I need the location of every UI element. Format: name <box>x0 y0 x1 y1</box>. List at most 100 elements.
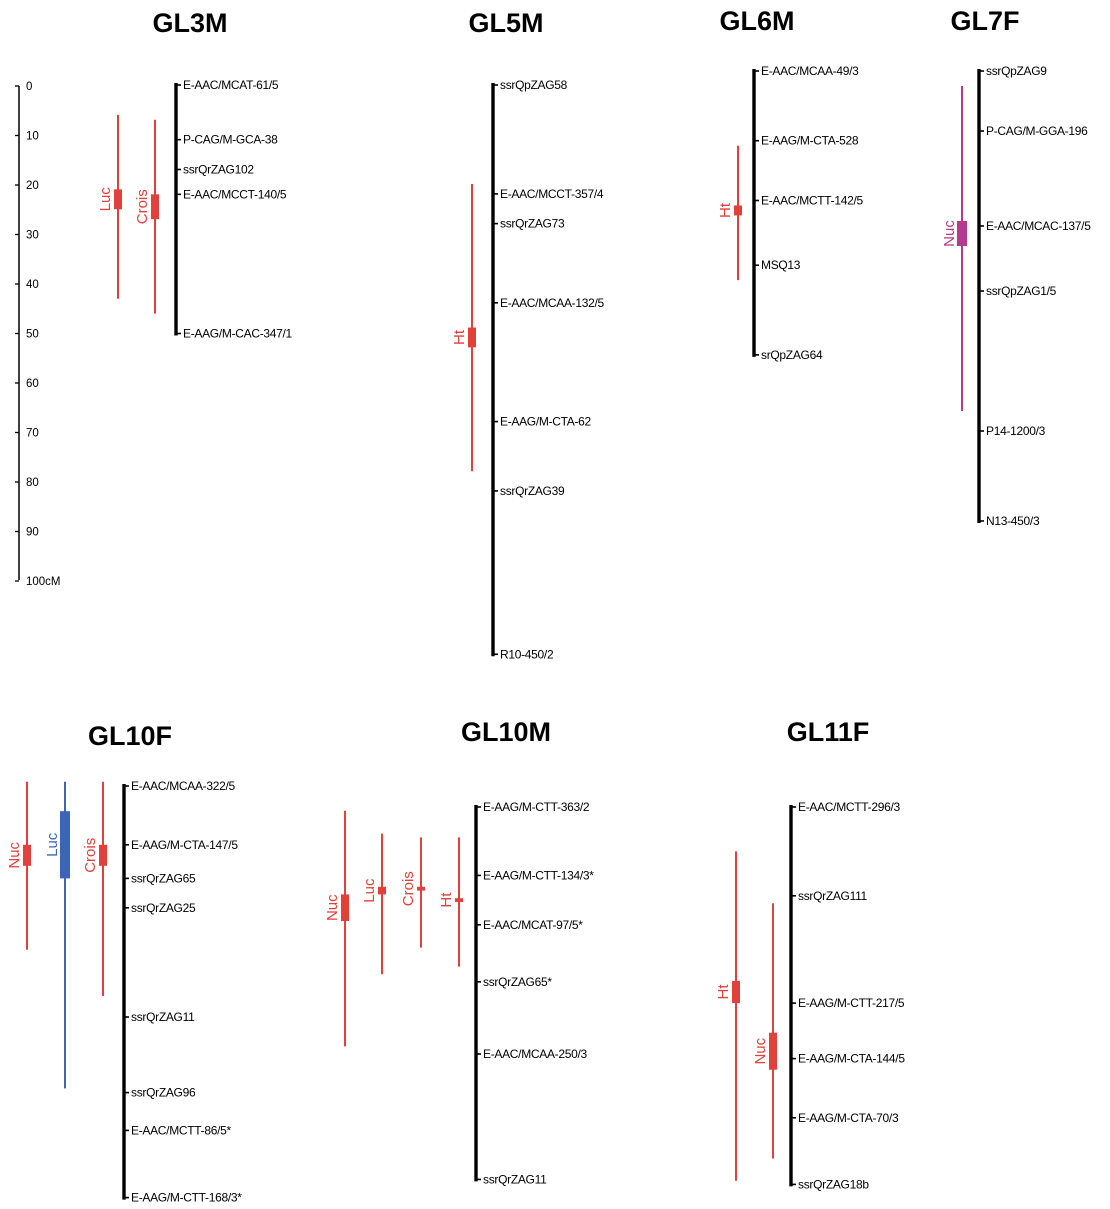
linkage-group-gl6m: GL6M E-AAC/MCAA-49/3 E-AAG/M-CTA-528 E-AAC/… <box>717 6 864 362</box>
linkage-group-gl10f: GL10F E-AAC/MCAA-322/5 E-AAG/M-CTA-147/5 ss… <box>6 721 243 1205</box>
scale-tick-label: 30 <box>26 230 39 242</box>
marker-label: P14-1200/3 <box>986 424 1046 438</box>
marker-label: E-AAC/MCCT-140/5 <box>183 187 287 201</box>
marker-label: E-AAC/MCAC-137/5 <box>986 219 1091 233</box>
marker-label: ssrQrZAG18b <box>798 1177 869 1191</box>
qtl-peak-interval <box>114 189 122 210</box>
qtl-trait-label: Ht <box>451 329 468 345</box>
qtl-trait-label: Luc <box>361 878 378 903</box>
marker-label: E-AAC/MCAA-250/3 <box>483 1047 588 1061</box>
marker-label: E-AAC/MCAT-97/5* <box>483 918 583 932</box>
cm-scale-bar: 0 10 20 30 40 50 60 70 80 90 100cM <box>15 81 61 588</box>
qtl-peak-interval <box>23 844 31 866</box>
marker-label: MSQ13 <box>761 258 801 272</box>
marker-label: ssrQpZAG9 <box>986 64 1047 78</box>
qtl-trait-label: Nuc <box>941 220 958 247</box>
qtl-nuc: Nuc <box>6 781 31 950</box>
qtl-trait-label: Nuc <box>6 841 23 868</box>
marker-label: E-AAG/M-CTA-147/5 <box>131 838 238 852</box>
qtl-trait-label: Nuc <box>324 894 341 921</box>
qtl-peak-interval <box>769 1032 777 1070</box>
linkage-group-title: GL7F <box>950 6 1019 36</box>
marker-label: ssrQrZAG73 <box>500 217 565 231</box>
linkage-group-gl3m: GL3M E-AAC/MCAT-61/5 P-CAG/M-GCA-38 ssrQrZA… <box>97 8 293 341</box>
qtl-nuc: Nuc <box>752 903 777 1159</box>
qtl-luc: Luc <box>361 833 386 975</box>
qtl-peak-interval <box>60 811 70 879</box>
marker-label: ssrQpZAG1/5 <box>986 284 1057 298</box>
qtl-peak-interval <box>417 886 425 891</box>
marker-label: srQpZAG64 <box>761 348 823 362</box>
marker-label: E-AAG/M-CTT-363/2 <box>483 800 590 814</box>
linkage-group-gl10m: GL10M E-AAG/M-CTT-363/2 E-AAG/M-CTT-134/3*… <box>324 717 595 1186</box>
marker-label: E-AAG/M-CTA-62 <box>500 415 592 429</box>
marker-label: ssrQpZAG58 <box>500 78 568 92</box>
qtl-peak-interval <box>957 221 967 246</box>
marker-label: E-AAG/M-CTA-70/3 <box>798 1111 899 1125</box>
qtl-trait-label: Luc <box>97 187 114 212</box>
qtl-crois: Crois <box>400 837 425 948</box>
linkage-group-gl7f: GL7F ssrQpZAG9 P-CAG/M-GGA-196 E-AAC/MCAC-1… <box>941 6 1091 528</box>
marker-label: ssrQrZAG39 <box>500 484 565 498</box>
linkage-group-title: GL5M <box>468 8 543 38</box>
marker-label: ssrQrZAG11 <box>483 1172 547 1186</box>
linkage-group-title: GL3M <box>152 8 227 38</box>
marker-label: E-AAC/MCAA-322/5 <box>131 779 236 793</box>
qtl-peak-interval <box>341 894 349 921</box>
marker-label: ssrQrZAG65 <box>131 871 196 885</box>
qtl-peak-interval <box>732 980 740 1004</box>
qtl-ht: Ht <box>715 851 740 1181</box>
marker-label: E-AAC/MCAA-49/3 <box>761 64 859 78</box>
qtl-crois: Crois <box>82 781 107 996</box>
marker-label: E-AAG/M-CTA-144/5 <box>798 1052 905 1066</box>
qtl-peak-interval <box>378 886 386 895</box>
scale-tick-label: 10 <box>26 131 39 143</box>
marker-label: ssrQrZAG102 <box>183 162 254 176</box>
scale-tick-label: 70 <box>26 428 39 440</box>
scale-tick-label: 0 <box>26 81 32 93</box>
qtl-peak-interval <box>151 194 159 220</box>
marker-label: ssrQrZAG111 <box>798 889 868 903</box>
marker-label: E-AAC/MCTT-142/5 <box>761 193 864 207</box>
qtl-trait-label: Luc <box>44 832 61 857</box>
linkage-group-title: GL6M <box>719 6 794 36</box>
marker-label: ssrQrZAG65* <box>483 975 552 989</box>
linkage-group-title: GL10F <box>88 721 172 751</box>
qtl-ht: Ht <box>438 837 463 967</box>
qtl-trait-label: Ht <box>715 984 732 1000</box>
qtl-trait-label: Nuc <box>752 1037 769 1064</box>
linkage-group-gl5m: GL5M ssrQpZAG58 E-AAC/MCCT-357/4 ssrQrZAG73… <box>451 8 605 661</box>
marker-label: E-AAC/MCCT-357/4 <box>500 187 604 201</box>
qtl-luc: Luc <box>44 781 70 1089</box>
marker-label: E-AAC/MCAT-61/5 <box>183 78 279 92</box>
qtl-peak-interval <box>734 205 742 216</box>
marker-label: E-AAG/M-CTA-528 <box>761 134 859 148</box>
marker-label: R10-450/2 <box>500 647 554 661</box>
qtl-trait-label: Crois <box>82 838 99 873</box>
linkage-group-title: GL11F <box>787 717 870 747</box>
qtl-nuc: Nuc <box>941 86 967 411</box>
qtl-nuc: Nuc <box>324 810 349 1047</box>
qtl-luc: Luc <box>97 114 122 299</box>
linkage-group-gl11f: GL11F E-AAC/MCTT-296/3 ssrQrZAG111 E-AAG/M-… <box>715 717 906 1191</box>
scale-tick-label: 40 <box>26 279 39 291</box>
qtl-crois: Crois <box>134 119 159 314</box>
scale-tick-label: 50 <box>26 329 39 341</box>
qtl-peak-interval <box>99 844 107 866</box>
marker-label: ssrQrZAG96 <box>131 1086 196 1100</box>
marker-label: P-CAG/M-GGA-196 <box>986 124 1088 138</box>
qtl-peak-interval <box>468 327 476 348</box>
scale-tick-label: 90 <box>26 527 39 539</box>
scale-tick-label: 100cM <box>26 576 61 588</box>
marker-label: E-AAC/MCAA-132/5 <box>500 296 605 310</box>
marker-label: N13-450/3 <box>986 514 1040 528</box>
qtl-ht: Ht <box>451 184 476 472</box>
linkage-group-title: GL10M <box>461 717 551 747</box>
qtl-ht: Ht <box>717 145 742 281</box>
scale-tick-label: 20 <box>26 180 39 192</box>
qtl-trait-label: Crois <box>400 871 417 906</box>
qtl-trait-label: Crois <box>134 189 151 224</box>
qtl-trait-label: Ht <box>438 892 455 908</box>
marker-label: P-CAG/M-GCA-38 <box>183 133 278 147</box>
